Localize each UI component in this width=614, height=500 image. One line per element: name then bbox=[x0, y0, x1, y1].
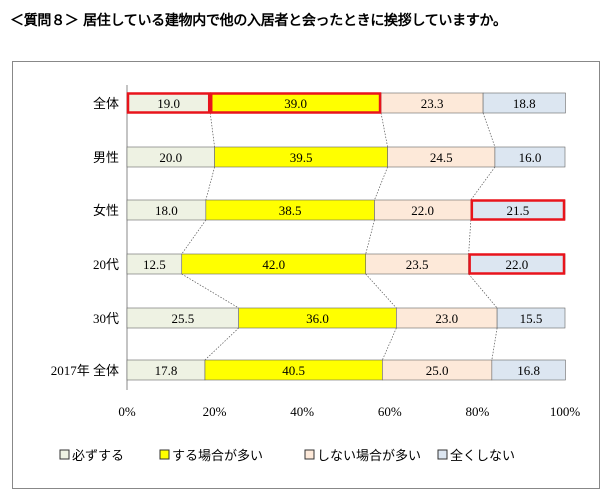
highlight-box bbox=[126, 92, 211, 114]
data-label: 38.5 bbox=[279, 203, 302, 218]
x-tick-label: 20% bbox=[203, 404, 227, 419]
data-label: 39.0 bbox=[284, 96, 307, 111]
data-label: 39.5 bbox=[290, 150, 313, 165]
connector-line bbox=[382, 327, 397, 361]
data-label: 16.0 bbox=[519, 150, 542, 165]
connector-line bbox=[181, 219, 207, 255]
legend-label: 必ずする bbox=[72, 448, 124, 463]
data-label: 40.5 bbox=[282, 363, 305, 378]
legend-swatch bbox=[59, 449, 70, 460]
data-label: 12.5 bbox=[143, 257, 166, 272]
legend-swatch bbox=[304, 449, 315, 460]
x-tick-label: 100% bbox=[550, 404, 581, 419]
data-label: 18.0 bbox=[155, 203, 178, 218]
x-tick-label: 40% bbox=[290, 404, 314, 419]
data-label: 25.5 bbox=[171, 311, 194, 326]
legend-label: しない場合が多い bbox=[317, 448, 421, 463]
data-label: 20.0 bbox=[159, 150, 182, 165]
data-label: 15.5 bbox=[520, 311, 543, 326]
category-label: 30代 bbox=[93, 311, 119, 326]
category-label: 全体 bbox=[93, 96, 119, 111]
data-label: 24.5 bbox=[430, 150, 453, 165]
bar-segment bbox=[494, 146, 566, 168]
category-label: 男性 bbox=[93, 150, 119, 165]
data-label: 21.5 bbox=[507, 203, 530, 218]
legend-swatch bbox=[159, 449, 170, 460]
data-label: 22.0 bbox=[505, 257, 528, 272]
x-tick-label: 80% bbox=[465, 404, 489, 419]
connector-line bbox=[482, 112, 496, 148]
category-label: 20代 bbox=[93, 257, 119, 272]
data-label: 22.0 bbox=[411, 203, 434, 218]
data-label: 19.0 bbox=[157, 96, 180, 111]
data-label: 25.0 bbox=[426, 363, 449, 378]
highlight-box bbox=[468, 253, 566, 275]
connector-line bbox=[181, 273, 239, 309]
data-label: 18.8 bbox=[513, 96, 536, 111]
data-label: 16.8 bbox=[517, 363, 540, 378]
data-label: 23.5 bbox=[406, 257, 429, 272]
data-label: 23.3 bbox=[421, 96, 444, 111]
bar-segment bbox=[482, 92, 566, 114]
legend-label: 全くしない bbox=[450, 448, 515, 463]
connector-line bbox=[365, 273, 397, 309]
highlight-box bbox=[209, 92, 382, 114]
bar-segment bbox=[496, 307, 566, 329]
connector-line bbox=[491, 327, 498, 361]
connector-line bbox=[204, 327, 239, 361]
x-tick-label: 0% bbox=[118, 404, 136, 419]
legend-label: する場合が多い bbox=[172, 448, 263, 463]
connector-line bbox=[468, 219, 472, 255]
connector-line bbox=[205, 166, 215, 201]
bar-segment bbox=[491, 359, 566, 381]
legend-swatch bbox=[437, 449, 448, 460]
connector-line bbox=[209, 112, 215, 148]
data-label: 36.0 bbox=[306, 311, 329, 326]
category-label: 女性 bbox=[93, 203, 119, 218]
connector-line bbox=[468, 273, 498, 309]
connector-line bbox=[365, 219, 375, 255]
chart-frame bbox=[12, 61, 600, 489]
chart-title: ＜質問８＞ 居住している建物内で他の入居者と会ったときに挨拶していますか。 bbox=[10, 13, 507, 29]
category-label: 2017年 全体 bbox=[51, 363, 119, 378]
connector-line bbox=[470, 166, 496, 201]
connector-line bbox=[374, 166, 388, 201]
x-tick-label: 60% bbox=[378, 404, 402, 419]
data-label: 42.0 bbox=[262, 257, 285, 272]
connector-line bbox=[380, 112, 388, 148]
highlight-box bbox=[470, 199, 566, 221]
data-label: 17.8 bbox=[155, 363, 178, 378]
data-label: 23.0 bbox=[435, 311, 458, 326]
